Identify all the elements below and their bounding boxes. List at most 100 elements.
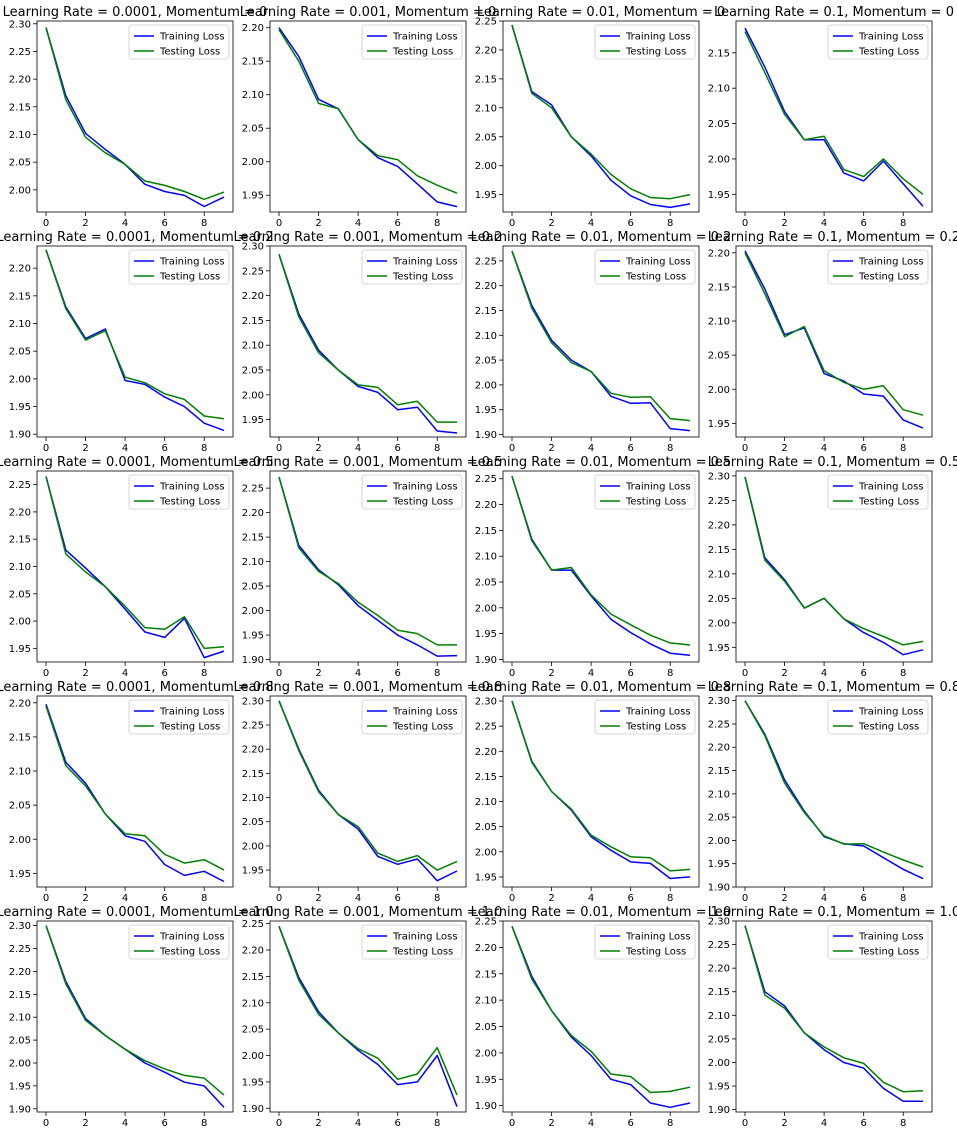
y-tick-label: 2.05 <box>242 817 264 828</box>
subplot: Learning Rate = 0.001, Momentum = 1.0 0 2 4… <box>234 905 503 1129</box>
y-tick-label: 2.00 <box>708 1058 730 1069</box>
y-tick-label: 1.95 <box>242 1077 264 1088</box>
x-tick-label: 2 <box>315 218 321 229</box>
legend-label-testing: Testing Loss <box>858 272 919 283</box>
subplot-title: Learning Rate = 0.0001, Momentum = 1.0 <box>0 905 274 920</box>
y-tick-label: 2.00 <box>9 835 31 846</box>
series-line-testing <box>511 24 691 200</box>
x-tick-label: 0 <box>509 218 515 229</box>
y-tick-label: 2.10 <box>242 998 264 1009</box>
y-tick-label: 2.25 <box>475 722 497 733</box>
axes-frame <box>36 245 234 438</box>
axes-frame <box>269 20 467 213</box>
y-tick-label: 2.15 <box>9 990 31 1001</box>
x-tick-label: 6 <box>627 443 633 454</box>
x-tick-label: 0 <box>742 668 748 679</box>
x-tick-label: 6 <box>161 893 167 904</box>
y-tick-label: 2.10 <box>9 130 31 141</box>
subplot: Learning Rate = 0.0001, Momentum = 0.8 0 2… <box>0 680 274 904</box>
y-tick-label: 2.15 <box>242 769 264 780</box>
y-tick-label: 1.95 <box>475 190 497 201</box>
legend-label-training: Training Loss <box>159 482 225 493</box>
x-tick-label: 8 <box>900 893 906 904</box>
series-line-testing <box>45 925 225 1096</box>
legend-label-training: Training Loss <box>858 932 924 943</box>
x-tick-label: 0 <box>43 893 49 904</box>
y-tick-label: 2.00 <box>708 154 730 165</box>
subplot: Learning Rate = 0.01, Momentum = 1.0 0 2 4 6… <box>471 905 732 1129</box>
y-tick-label: 2.00 <box>9 617 31 628</box>
x-tick-label: 2 <box>82 443 88 454</box>
x-tick-label: 6 <box>860 893 866 904</box>
y-tick-label: 2.05 <box>475 132 497 143</box>
series-line-testing <box>511 250 691 422</box>
y-tick-label: 1.95 <box>9 869 31 880</box>
y-tick-label: 2.00 <box>9 185 31 196</box>
subplot: Learning Rate = 0.01, Momentum = 0.8 0 2 4 6… <box>471 680 732 904</box>
y-tick-label: 1.95 <box>9 402 31 413</box>
subplot: Learning Rate = 0.001, Momentum = 0.2 0 2 4… <box>234 230 503 454</box>
y-tick-label: 2.15 <box>475 969 497 980</box>
axes-frame <box>269 245 467 438</box>
y-tick-label: 2.00 <box>242 606 264 617</box>
legend: Training Loss Testing Loss <box>827 699 929 735</box>
x-tick-label: 6 <box>161 443 167 454</box>
subplot-title: Learning Rate = 0.0001, Momentum = 0.5 <box>0 455 274 470</box>
y-tick-label: 2.00 <box>708 618 730 629</box>
y-tick-label: 2.20 <box>9 698 31 709</box>
y-tick-label: 2.10 <box>242 793 264 804</box>
legend-label-testing: Testing Loss <box>858 947 919 958</box>
y-tick-label: 2.05 <box>708 594 730 605</box>
subplot-title: Learning Rate = 0.1, Momentum = 0.8 <box>708 680 957 695</box>
x-tick-label: 8 <box>201 893 207 904</box>
y-tick-label: 2.20 <box>242 946 264 957</box>
subplot: Learning Rate = 0.1, Momentum = 0 0 2 4 6 8 2.… <box>708 5 954 229</box>
legend-label-training: Training Loss <box>858 707 924 718</box>
y-tick-label: 2.15 <box>708 48 730 59</box>
x-tick-label: 4 <box>588 668 594 679</box>
x-tick-label: 2 <box>548 218 554 229</box>
y-tick-label: 2.30 <box>475 697 497 708</box>
subplot: Learning Rate = 0.0001, Momentum = 0.5 0 2… <box>0 455 274 679</box>
legend: Training Loss Testing Loss <box>361 924 463 960</box>
y-tick-label: 2.10 <box>475 331 497 342</box>
legend-label-testing: Testing Loss <box>858 722 919 733</box>
y-tick-label: 2.20 <box>475 45 497 56</box>
y-tick-label: 1.95 <box>242 191 264 202</box>
y-tick-label: 1.95 <box>475 629 497 640</box>
y-tick-label: 2.05 <box>475 356 497 367</box>
legend-label-training: Training Loss <box>392 482 458 493</box>
series-line-testing <box>45 705 225 871</box>
legend-label-training: Training Loss <box>625 707 691 718</box>
x-tick-label: 4 <box>355 443 361 454</box>
x-tick-label: 4 <box>821 218 827 229</box>
y-tick-label: 2.15 <box>242 533 264 544</box>
legend: Training Loss Testing Loss <box>361 474 463 510</box>
x-tick-label: 6 <box>394 1118 400 1129</box>
series-line-training <box>45 249 225 432</box>
y-tick-label: 1.95 <box>242 866 264 877</box>
series-line-training <box>511 24 691 209</box>
subplot-title: Learning Rate = 0.1, Momentum = 0.5 <box>708 455 957 470</box>
x-tick-label: 6 <box>627 893 633 904</box>
x-tick-label: 2 <box>315 1118 321 1129</box>
y-tick-label: 2.20 <box>9 75 31 86</box>
legend-label-training: Training Loss <box>159 32 225 43</box>
y-tick-label: 1.90 <box>708 1105 730 1116</box>
y-tick-label: 2.20 <box>708 743 730 754</box>
legend-label-testing: Testing Loss <box>159 722 220 733</box>
series-line-testing <box>278 700 458 871</box>
legend: Training Loss Testing Loss <box>128 699 230 735</box>
x-tick-label: 0 <box>742 893 748 904</box>
x-tick-label: 2 <box>548 893 554 904</box>
y-tick-label: 2.00 <box>475 380 497 391</box>
axes-frame <box>269 920 467 1113</box>
axes-frame <box>502 20 700 213</box>
legend: Training Loss Testing Loss <box>594 699 696 735</box>
y-tick-label: 2.05 <box>9 158 31 169</box>
x-tick-label: 4 <box>122 218 128 229</box>
subplot: Learning Rate = 0.0001, Momentum = 0.2 0 2… <box>0 230 274 454</box>
x-tick-label: 4 <box>821 893 827 904</box>
x-tick-label: 8 <box>667 443 673 454</box>
subplot-title: Learning Rate = 0.01, Momentum = 0.5 <box>471 455 732 470</box>
